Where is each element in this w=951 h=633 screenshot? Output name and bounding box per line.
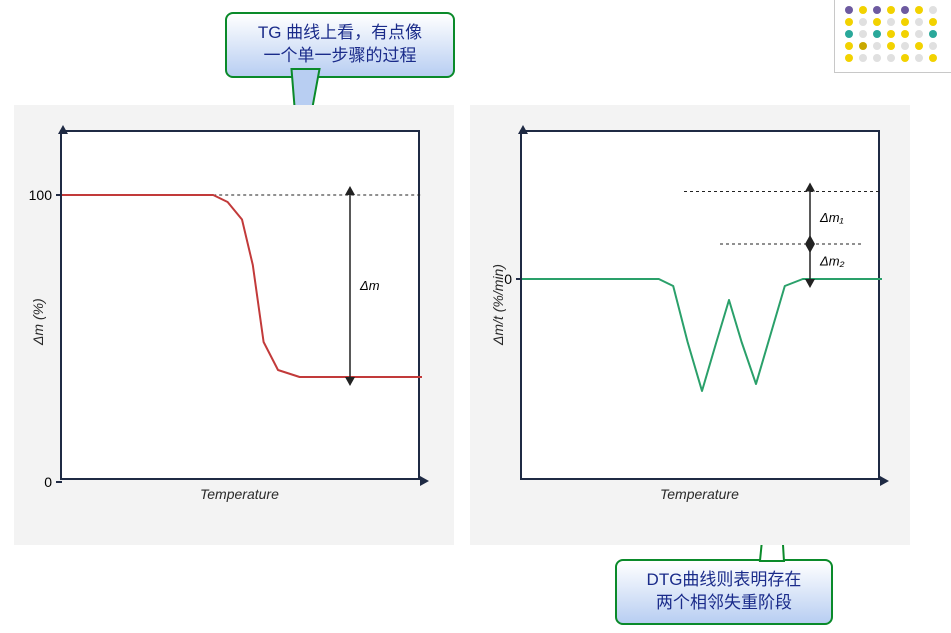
- dtg-yaxis-label: Δm/t (%/min): [490, 264, 506, 345]
- svg-text:Δm₁: Δm₁: [819, 210, 844, 225]
- svg-text:0: 0: [44, 474, 52, 490]
- svg-text:100: 100: [29, 187, 53, 203]
- tg-yaxis-label: Δm (%): [30, 298, 46, 345]
- tg-curve-svg: 0100Δm: [62, 132, 422, 482]
- tg-xaxis-label: Temperature: [200, 486, 279, 502]
- dtg-chart-plot: 0Δm₁Δm₂: [520, 130, 880, 480]
- svg-text:Δm: Δm: [359, 278, 380, 293]
- dtg-curve-svg: 0Δm₁Δm₂: [522, 132, 882, 482]
- tg-chart-plot: 0100Δm: [60, 130, 420, 480]
- dtg-xaxis-label: Temperature: [660, 486, 739, 502]
- svg-text:Δm₂: Δm₂: [819, 254, 845, 269]
